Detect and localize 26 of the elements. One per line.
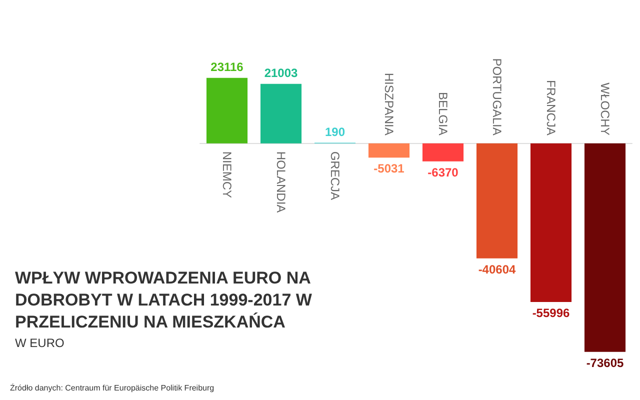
data-label: 21003 <box>264 66 298 80</box>
x-tick-label: HISZPANIA <box>382 72 396 136</box>
data-label: 190 <box>324 124 346 139</box>
data-label: -40604 <box>478 262 516 276</box>
x-tick-label: NIEMCY <box>220 151 234 198</box>
x-tick-label: GRECJA <box>328 151 342 200</box>
data-label: 23116 <box>210 60 244 74</box>
x-tick-label: WŁOCHY <box>598 82 612 136</box>
bar <box>530 143 572 302</box>
bar <box>368 143 410 158</box>
text: W EURO <box>15 336 64 350</box>
bar <box>476 143 518 258</box>
data-label: -5031 <box>374 162 405 176</box>
bar <box>206 78 248 144</box>
text: WPŁYW WPROWADZENIA EURO NA DOBROBYT W LATACH 1999-2017 W PRZELICZENIU NA MIESZKAŃCA <box>15 268 317 332</box>
data-label: -55996 <box>532 306 570 320</box>
data-label: -6370 <box>428 165 459 180</box>
bar <box>584 143 626 352</box>
x-tick-label: PORTUGALIA <box>490 58 504 136</box>
x-tick-label: HOLANDIA <box>274 151 288 213</box>
bar <box>422 143 464 162</box>
text: Źródło danych: Centraum für Europäische Politik Freiburg <box>10 384 214 392</box>
x-tick-label: FRANCJA <box>544 80 558 136</box>
data-label: -73605 <box>586 356 624 370</box>
x-tick-label: BELGIA <box>436 92 450 136</box>
bar <box>260 84 302 144</box>
